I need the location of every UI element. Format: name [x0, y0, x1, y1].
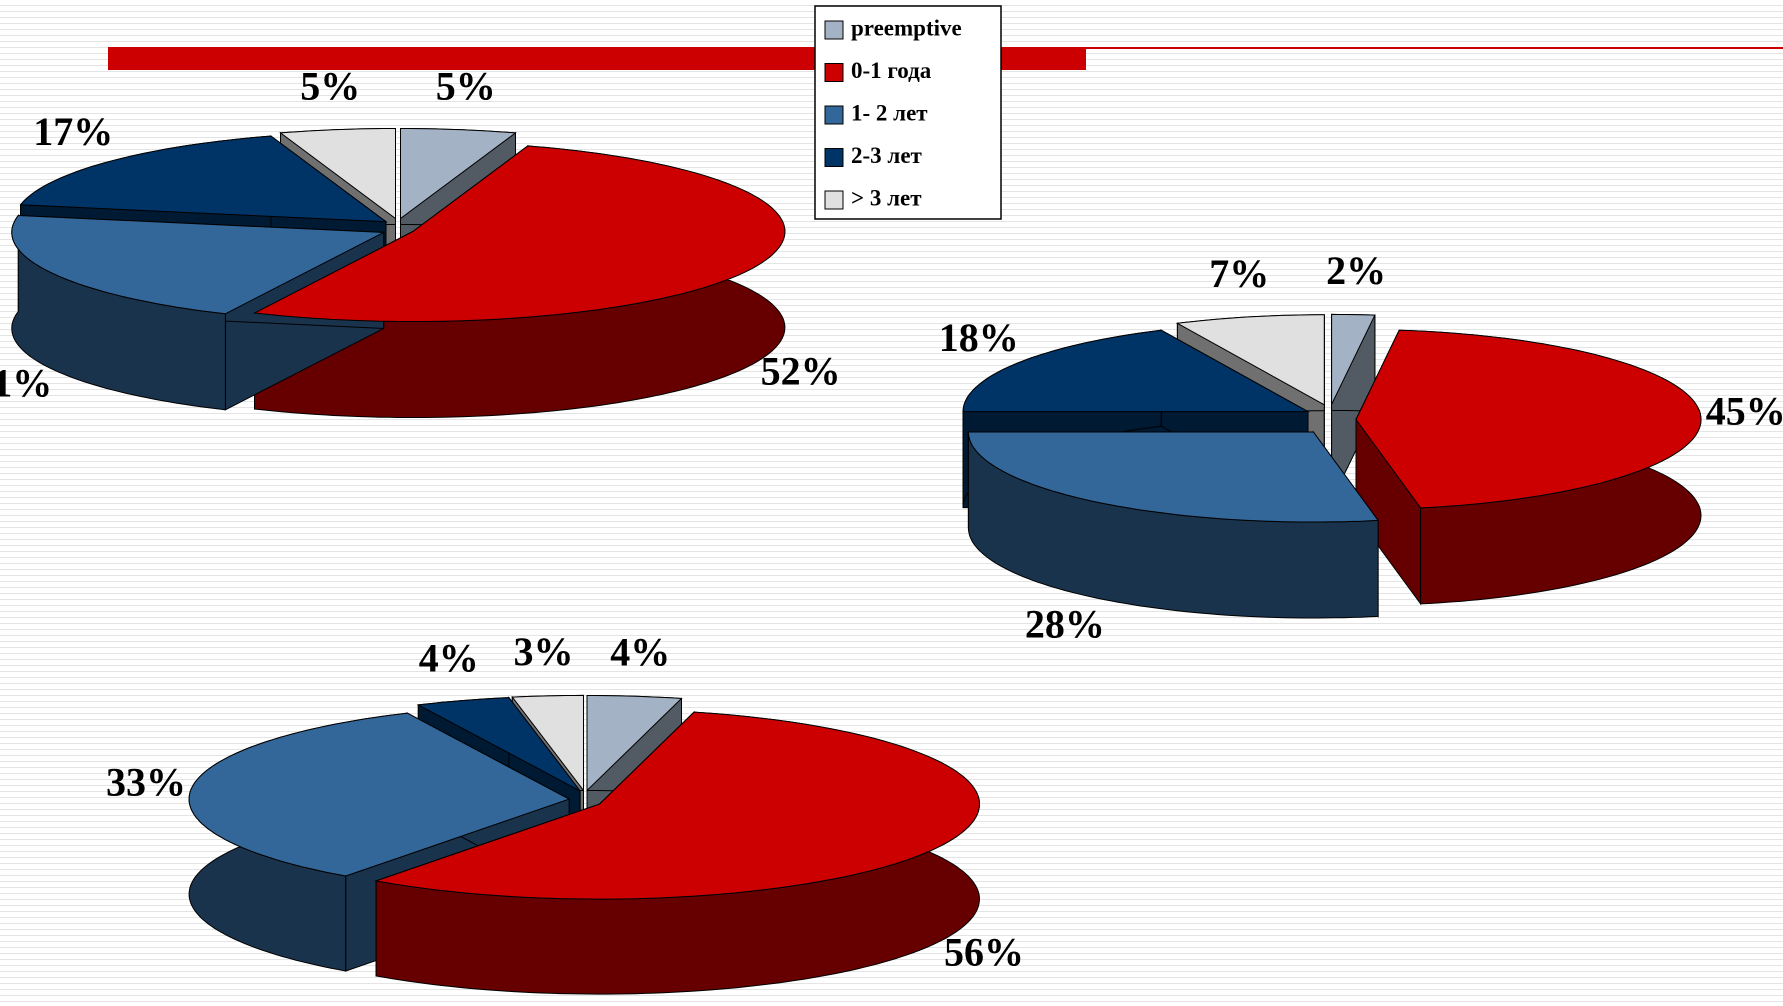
data-label: 28% — [1025, 601, 1105, 646]
data-label: 21% — [0, 361, 52, 406]
data-label: 4% — [610, 630, 670, 675]
data-label: 5% — [300, 63, 360, 108]
data-label: 3% — [513, 629, 573, 674]
data-label: 52% — [761, 349, 841, 394]
legend-swatch — [824, 20, 844, 40]
slice — [11, 214, 386, 315]
slice — [252, 145, 786, 322]
data-label: 18% — [939, 315, 1019, 360]
data-label: 45% — [1706, 389, 1783, 434]
data-label: 56% — [944, 930, 1024, 975]
slice — [1355, 329, 1702, 509]
slice — [1175, 314, 1325, 406]
legend-label: preemptive — [851, 15, 962, 40]
data-label: 33% — [106, 760, 186, 805]
slice — [1331, 313, 1376, 405]
slice — [962, 329, 1310, 413]
legend-swatch — [824, 190, 844, 210]
slice — [188, 712, 571, 877]
slice — [586, 695, 683, 792]
legend-label: 1- 2 лет — [851, 100, 928, 125]
slice — [279, 128, 396, 220]
slice — [416, 697, 581, 792]
data-label: 4% — [419, 636, 479, 681]
data-label: 17% — [33, 109, 113, 154]
data-label: 5% — [436, 63, 496, 108]
legend-label: 2-3 лет — [851, 143, 923, 168]
legend-label: > 3 лет — [851, 185, 922, 210]
legend-swatch — [824, 105, 844, 125]
data-label: 2% — [1326, 248, 1386, 293]
legend-swatch — [824, 63, 844, 82]
slice — [967, 431, 1380, 523]
data-label: 7% — [1209, 251, 1269, 296]
slice — [400, 128, 517, 220]
slice — [374, 711, 981, 900]
legend-label: 0-1 года — [851, 58, 932, 83]
legend — [814, 5, 1002, 220]
slice — [511, 694, 584, 792]
legend-swatch — [824, 148, 844, 167]
slice — [19, 135, 388, 223]
